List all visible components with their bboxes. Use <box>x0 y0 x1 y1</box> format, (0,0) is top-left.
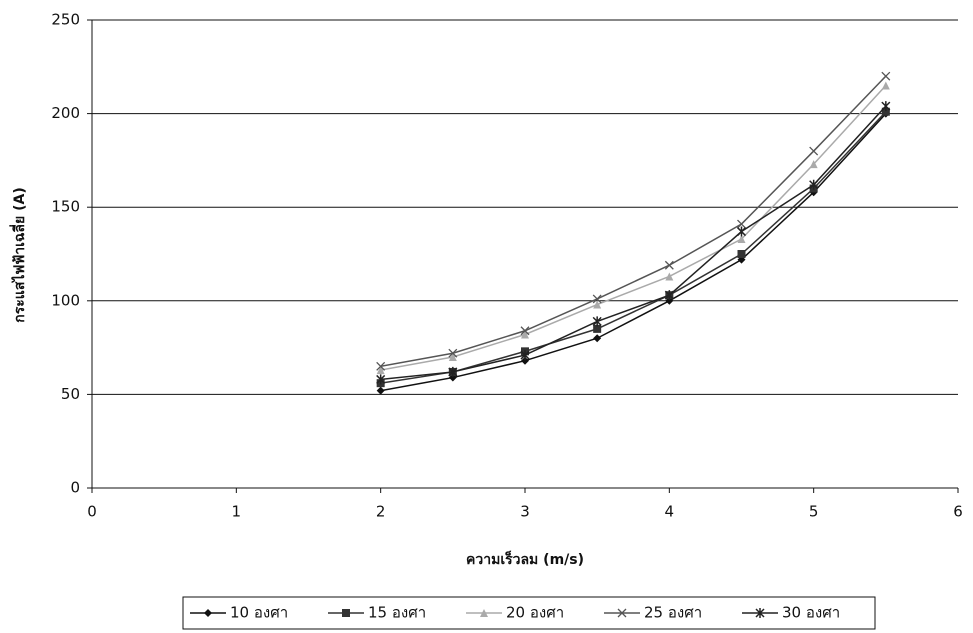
x-axis-label: ความเร็วลม (m/s) <box>466 550 584 568</box>
legend-box <box>182 596 876 630</box>
marker <box>448 348 458 358</box>
x-tick-label: 6 <box>953 503 963 521</box>
y-tick-label: 100 <box>51 291 80 309</box>
marker <box>809 146 819 156</box>
marker <box>448 366 458 377</box>
y-tick-label: 0 <box>70 479 80 497</box>
legend-label: 20 องศา <box>506 604 564 622</box>
marker <box>448 352 457 361</box>
marker <box>881 101 891 112</box>
x-tick-label: 1 <box>232 503 242 521</box>
marker <box>593 334 602 343</box>
x-tick-label: 2 <box>376 503 386 521</box>
legend-marker <box>617 608 627 618</box>
x-tick-label: 4 <box>665 503 675 521</box>
marker <box>376 386 385 395</box>
marker <box>665 272 674 281</box>
marker <box>376 361 386 371</box>
x-tick-label: 0 <box>87 503 97 521</box>
legend-marker <box>342 609 350 617</box>
marker <box>592 294 602 304</box>
legend-marker <box>204 609 212 617</box>
marker <box>737 235 746 244</box>
marker <box>881 107 890 116</box>
series-line <box>380 111 887 384</box>
marker <box>737 250 746 258</box>
marker <box>376 366 385 375</box>
marker <box>809 179 819 190</box>
y-tick-label: 250 <box>51 11 80 29</box>
marker <box>593 324 602 333</box>
legend-marker <box>480 609 488 617</box>
marker <box>592 316 602 327</box>
marker <box>737 219 746 229</box>
y-tick-label: 150 <box>51 198 80 216</box>
legend-label: 25 องศา <box>644 604 702 622</box>
x-tick-label: 5 <box>809 503 819 521</box>
marker <box>521 356 529 365</box>
legend-marker <box>755 608 765 618</box>
marker <box>376 374 386 385</box>
marker <box>593 300 602 309</box>
marker <box>664 260 674 270</box>
marker <box>736 226 747 237</box>
series-line <box>380 105 887 381</box>
y-tick-label: 200 <box>51 104 80 122</box>
marker <box>881 71 891 81</box>
marker <box>881 81 890 90</box>
marker <box>664 290 674 301</box>
legend-label: 15 องศา <box>368 604 426 622</box>
marker <box>520 326 530 336</box>
marker <box>520 350 530 361</box>
series-line <box>380 85 887 371</box>
legend-label: 30 องศา <box>782 604 840 622</box>
marker <box>809 160 818 169</box>
x-tick-label: 3 <box>520 503 530 521</box>
marker <box>521 330 529 339</box>
series-line <box>380 113 887 392</box>
legend-label: 10 องศา <box>230 604 288 622</box>
y-tick-label: 50 <box>61 385 80 403</box>
y-axis-label: กระแสไฟฟ้าเฉลี่ย (A) <box>9 187 28 322</box>
series-line <box>380 75 887 368</box>
